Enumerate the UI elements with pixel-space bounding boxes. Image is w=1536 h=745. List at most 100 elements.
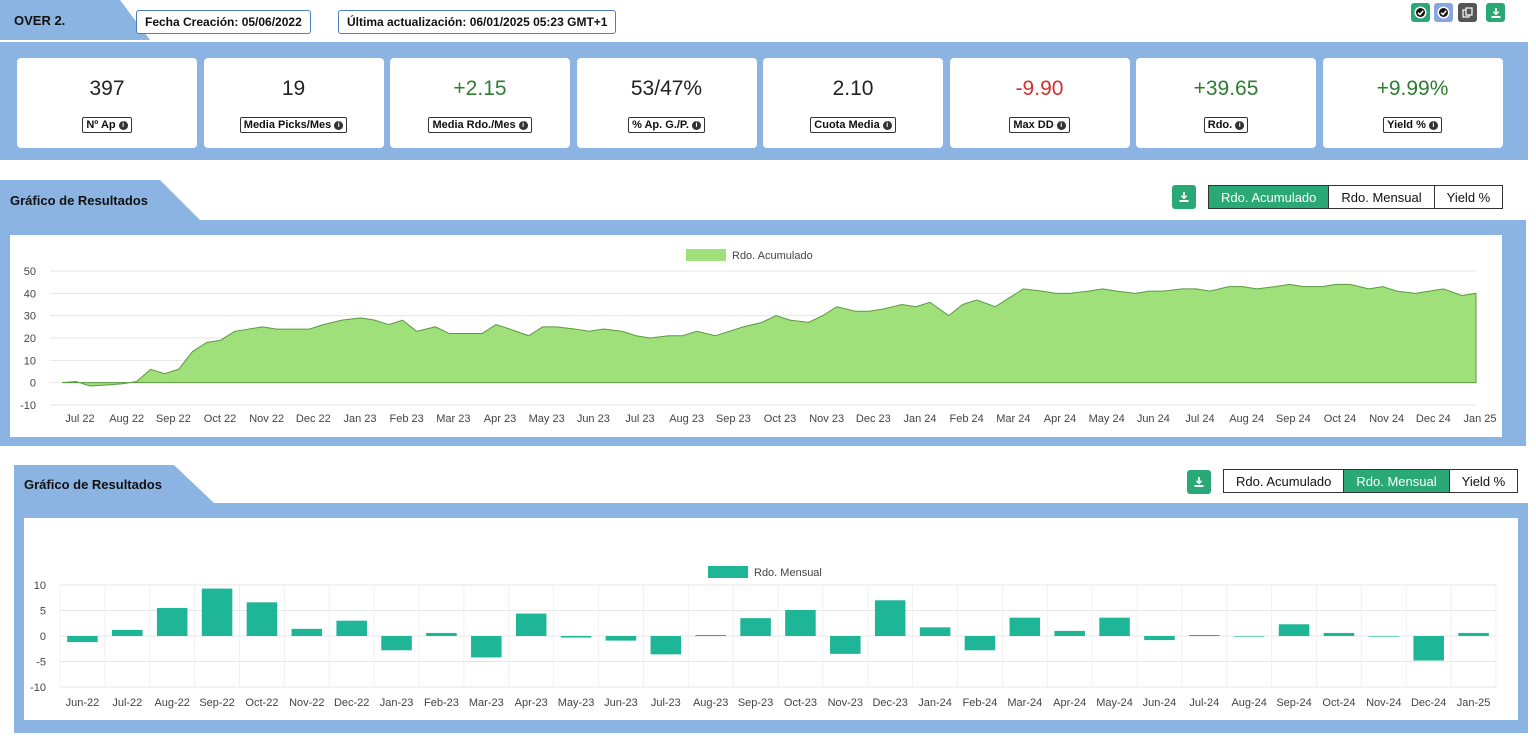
stat-label[interactable]: Max DD i — [1009, 117, 1070, 133]
x-tick-label: Jul-24 — [1189, 697, 1219, 709]
stat-label[interactable]: Rdo. i — [1203, 117, 1249, 133]
tab-rdo-mensual[interactable]: Rdo. Mensual — [1343, 470, 1449, 492]
stat-card: -9.90 Max DD i — [949, 58, 1130, 148]
tab-rdo-acumulado[interactable]: Rdo. Acumulado — [1209, 186, 1329, 208]
stat-label[interactable]: Media Picks/Mes i — [239, 117, 348, 133]
last-update-badge: Última actualización: 06/01/2025 05:23 G… — [338, 10, 617, 34]
chart1-download-button[interactable] — [1172, 185, 1196, 209]
stat-value: +39.65 — [1193, 77, 1259, 100]
x-tick-label: Aug-23 — [693, 697, 728, 709]
y-tick-label: 5 — [40, 606, 46, 618]
stat-label[interactable]: Media Rdo./Mes i — [428, 117, 532, 133]
creation-date-badge: Fecha Creación: 05/06/2022 — [136, 10, 311, 34]
download-button[interactable] — [1486, 3, 1505, 22]
x-tick-label: Aug-22 — [154, 697, 189, 709]
stat-label-text: Nº Ap — [86, 119, 116, 131]
bar — [201, 588, 233, 636]
x-tick-label: Sep 22 — [156, 413, 191, 425]
x-tick-label: Mar-23 — [469, 697, 504, 709]
chart2-download-button[interactable] — [1187, 470, 1211, 494]
y-tick-label: 40 — [24, 288, 36, 300]
x-tick-label: May 24 — [1089, 413, 1125, 425]
x-tick-label: Sep 23 — [716, 413, 751, 425]
x-tick-label: Apr-23 — [515, 697, 548, 709]
stat-value: -9.90 — [1015, 77, 1064, 100]
x-tick-label: Aug 24 — [1229, 413, 1264, 425]
chart1-tabs: Rdo. Acumulado Rdo. Mensual Yield % — [1208, 185, 1504, 209]
stat-label[interactable]: Yield % i — [1383, 117, 1442, 133]
bar — [156, 607, 188, 636]
bar — [695, 634, 726, 636]
legend-swatch — [686, 249, 726, 261]
bar — [1054, 630, 1085, 636]
info-icon[interactable]: i — [882, 120, 892, 130]
chart2-tabs: Rdo. Acumulado Rdo. Mensual Yield % — [1223, 469, 1519, 493]
bar — [1099, 617, 1130, 636]
bar — [246, 602, 278, 636]
check-icon — [1414, 6, 1427, 19]
y-tick-label: 0 — [30, 378, 36, 390]
bar — [605, 636, 637, 641]
bar — [112, 629, 143, 636]
info-icon[interactable]: i — [118, 120, 128, 130]
info-icon[interactable]: i — [334, 120, 344, 130]
x-tick-label: Mar 23 — [436, 413, 470, 425]
bar — [381, 636, 412, 651]
stat-card: +2.15 Media Rdo./Mes i — [390, 58, 570, 148]
copy-button[interactable] — [1458, 3, 1477, 22]
bar — [830, 636, 861, 654]
x-tick-label: Nov-22 — [289, 697, 324, 709]
x-tick-label: Jul 24 — [1185, 413, 1214, 425]
info-icon[interactable]: i — [1235, 120, 1245, 130]
x-tick-label: Jan 25 — [1463, 413, 1496, 425]
stat-label-text: Yield % — [1387, 119, 1426, 131]
y-tick-label: 10 — [24, 355, 36, 367]
stat-label-text: Media Rdo./Mes — [432, 119, 516, 131]
info-icon[interactable]: i — [691, 120, 701, 130]
cumulative-results-chart: -10 0 10 20 30 40 50 Jul 22 Aug 22 Sep 22 Oct 22 No… — [20, 249, 1497, 425]
x-tick-label: Oct 22 — [204, 413, 236, 425]
stat-label[interactable]: Nº Ap i — [82, 117, 132, 133]
x-tick-label: Oct-23 — [784, 697, 817, 709]
monthly-results-chart: -10 -5 0 5 10 Jun-22 Jul-22 Aug-22 Sep-22 Oct-22 N… — [30, 566, 1497, 709]
page-title: OVER 2. — [0, 0, 150, 40]
x-tick-label: Jan-24 — [918, 697, 952, 709]
info-icon[interactable]: i — [1056, 120, 1066, 130]
x-tick-label: Feb-23 — [424, 697, 459, 709]
stat-label[interactable]: % Ap. G./P. i — [628, 117, 705, 133]
stat-value: +9.99% — [1376, 77, 1449, 100]
stat-label-text: % Ap. G./P. — [632, 119, 689, 131]
x-tick-label: Jun-23 — [604, 697, 638, 709]
check-toggle-2[interactable] — [1434, 3, 1453, 22]
tab-rdo-mensual[interactable]: Rdo. Mensual — [1328, 186, 1434, 208]
bar — [291, 628, 323, 636]
x-tick-label: Feb 24 — [950, 413, 984, 425]
bar — [1458, 632, 1489, 636]
tab-rdo-acumulado[interactable]: Rdo. Acumulado — [1224, 470, 1344, 492]
x-tick-label: Sep-22 — [199, 697, 234, 709]
x-tick-label: Dec 22 — [296, 413, 331, 425]
x-tick-label: Jan 23 — [343, 413, 376, 425]
x-tick-label: Jul-22 — [112, 697, 142, 709]
section-title-cumulative: Gráfico de Resultados — [0, 180, 200, 220]
stat-value: 397 — [89, 77, 125, 100]
bar — [740, 618, 771, 636]
x-tick-label: Apr-24 — [1053, 697, 1086, 709]
x-tick-label: Oct-22 — [245, 697, 278, 709]
x-tick-label: Dec-23 — [872, 697, 907, 709]
stat-card: 397 Nº Ap i — [17, 58, 197, 148]
x-tick-label: Dec-22 — [334, 697, 369, 709]
bar — [650, 636, 682, 655]
x-tick-label: Mar 24 — [996, 413, 1030, 425]
bar — [426, 632, 457, 636]
download-icon — [1179, 192, 1189, 202]
x-tick-label: Jul 22 — [65, 413, 94, 425]
x-tick-label: Nov-24 — [1366, 697, 1401, 709]
download-icon — [1194, 477, 1204, 487]
tab-yield[interactable]: Yield % — [1448, 470, 1518, 492]
info-icon[interactable]: i — [1428, 120, 1438, 130]
stat-label[interactable]: Cuota Media i — [810, 117, 896, 133]
check-toggle-1[interactable] — [1411, 3, 1430, 22]
info-icon[interactable]: i — [518, 120, 528, 130]
tab-yield[interactable]: Yield % — [1433, 186, 1503, 208]
